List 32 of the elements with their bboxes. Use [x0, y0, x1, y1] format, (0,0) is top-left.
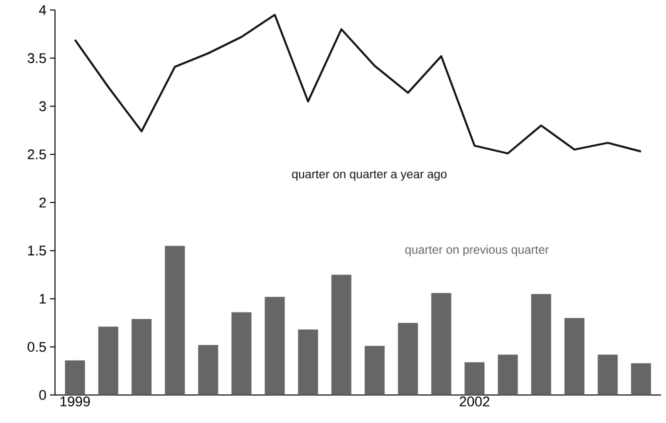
- y-tick-label: 1.5: [28, 246, 46, 256]
- bar: [231, 312, 252, 395]
- bar: [564, 318, 584, 395]
- y-tick-label: 0: [39, 390, 46, 400]
- y-tick-label: 0.5: [28, 342, 46, 352]
- y-tick-label: 3: [39, 101, 46, 112]
- line-series: [74, 14, 642, 154]
- text: quarter on quarter a year ago: [292, 170, 447, 181]
- bar: [331, 274, 352, 395]
- y-tick-label: 2.5: [28, 149, 46, 160]
- bar: [464, 362, 485, 395]
- bar: [598, 354, 618, 395]
- bar: [264, 296, 285, 395]
- bar: [198, 344, 218, 395]
- bar: [498, 354, 518, 395]
- bar: [364, 346, 385, 395]
- y-tick-label: 2: [39, 198, 46, 208]
- y-tick-label: 4: [39, 5, 46, 15]
- bar: [164, 246, 185, 395]
- bar: [631, 363, 652, 395]
- x-tick-label: 2002: [460, 396, 490, 406]
- bar: [298, 330, 318, 395]
- bar: [531, 294, 552, 395]
- y-tick-label: 3.5: [28, 53, 46, 64]
- x-tick-label: 1999: [60, 396, 90, 406]
- bar: [431, 292, 452, 395]
- text: quarter on previous quarter: [405, 245, 549, 256]
- y-tick-label: 1: [40, 294, 46, 304]
- bar: [132, 318, 152, 395]
- bar: [64, 360, 85, 395]
- bar: [98, 326, 118, 395]
- bar: [398, 322, 418, 395]
